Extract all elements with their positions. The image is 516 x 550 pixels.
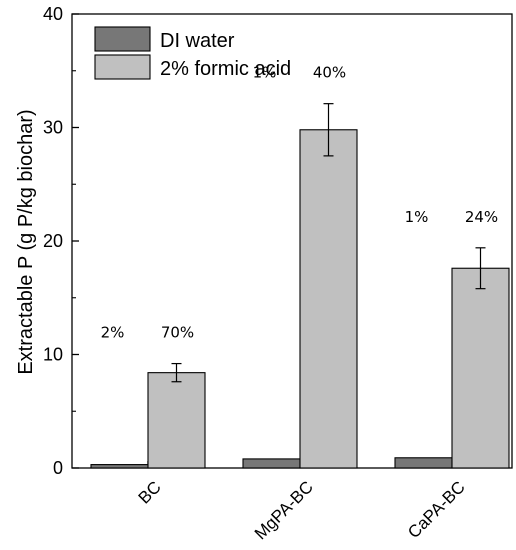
percent-label: 1% [253,64,277,82]
x-category-label: CaPA-BC [404,477,469,542]
percent-label: 2% [101,324,125,342]
legend: DI water 2% formic acid [94,26,291,80]
y-axis: 0 10 20 30 40 [43,4,79,478]
x-category-label: BC [135,477,165,507]
plot-frame [71,13,513,469]
legend-swatch [94,54,151,80]
percent-label: 40% [313,64,346,82]
bar-formic-acid [147,372,206,469]
legend-label: DI water [160,30,235,52]
plot-border [71,13,513,469]
y-tick-label: 0 [53,458,63,478]
y-tick-label: 20 [43,231,63,251]
legend-label: 2% formic acid [160,58,291,80]
bar-di-water [394,457,453,469]
bar-formic-acid [451,267,510,469]
data-labels: 2% 70% 1% 40% 1% 24% [101,64,499,342]
bar-di-water [242,458,301,469]
percent-label: 1% [405,208,429,226]
legend-swatch [94,26,151,52]
x-category-label: MgPA-BC [251,477,317,543]
x-axis: BC MgPA-BC CaPA-BC [135,461,469,543]
bar-di-water [90,464,149,469]
bars [90,103,510,469]
y-axis-title: Extractable P (g P/kg biochar) [15,109,37,374]
percent-label: 24% [465,208,498,226]
y-tick-label: 10 [43,345,63,365]
y-tick-label: 40 [43,4,63,24]
percent-label: 70% [161,324,194,342]
y-tick-label: 30 [43,118,63,138]
bar-formic-acid [299,129,358,469]
